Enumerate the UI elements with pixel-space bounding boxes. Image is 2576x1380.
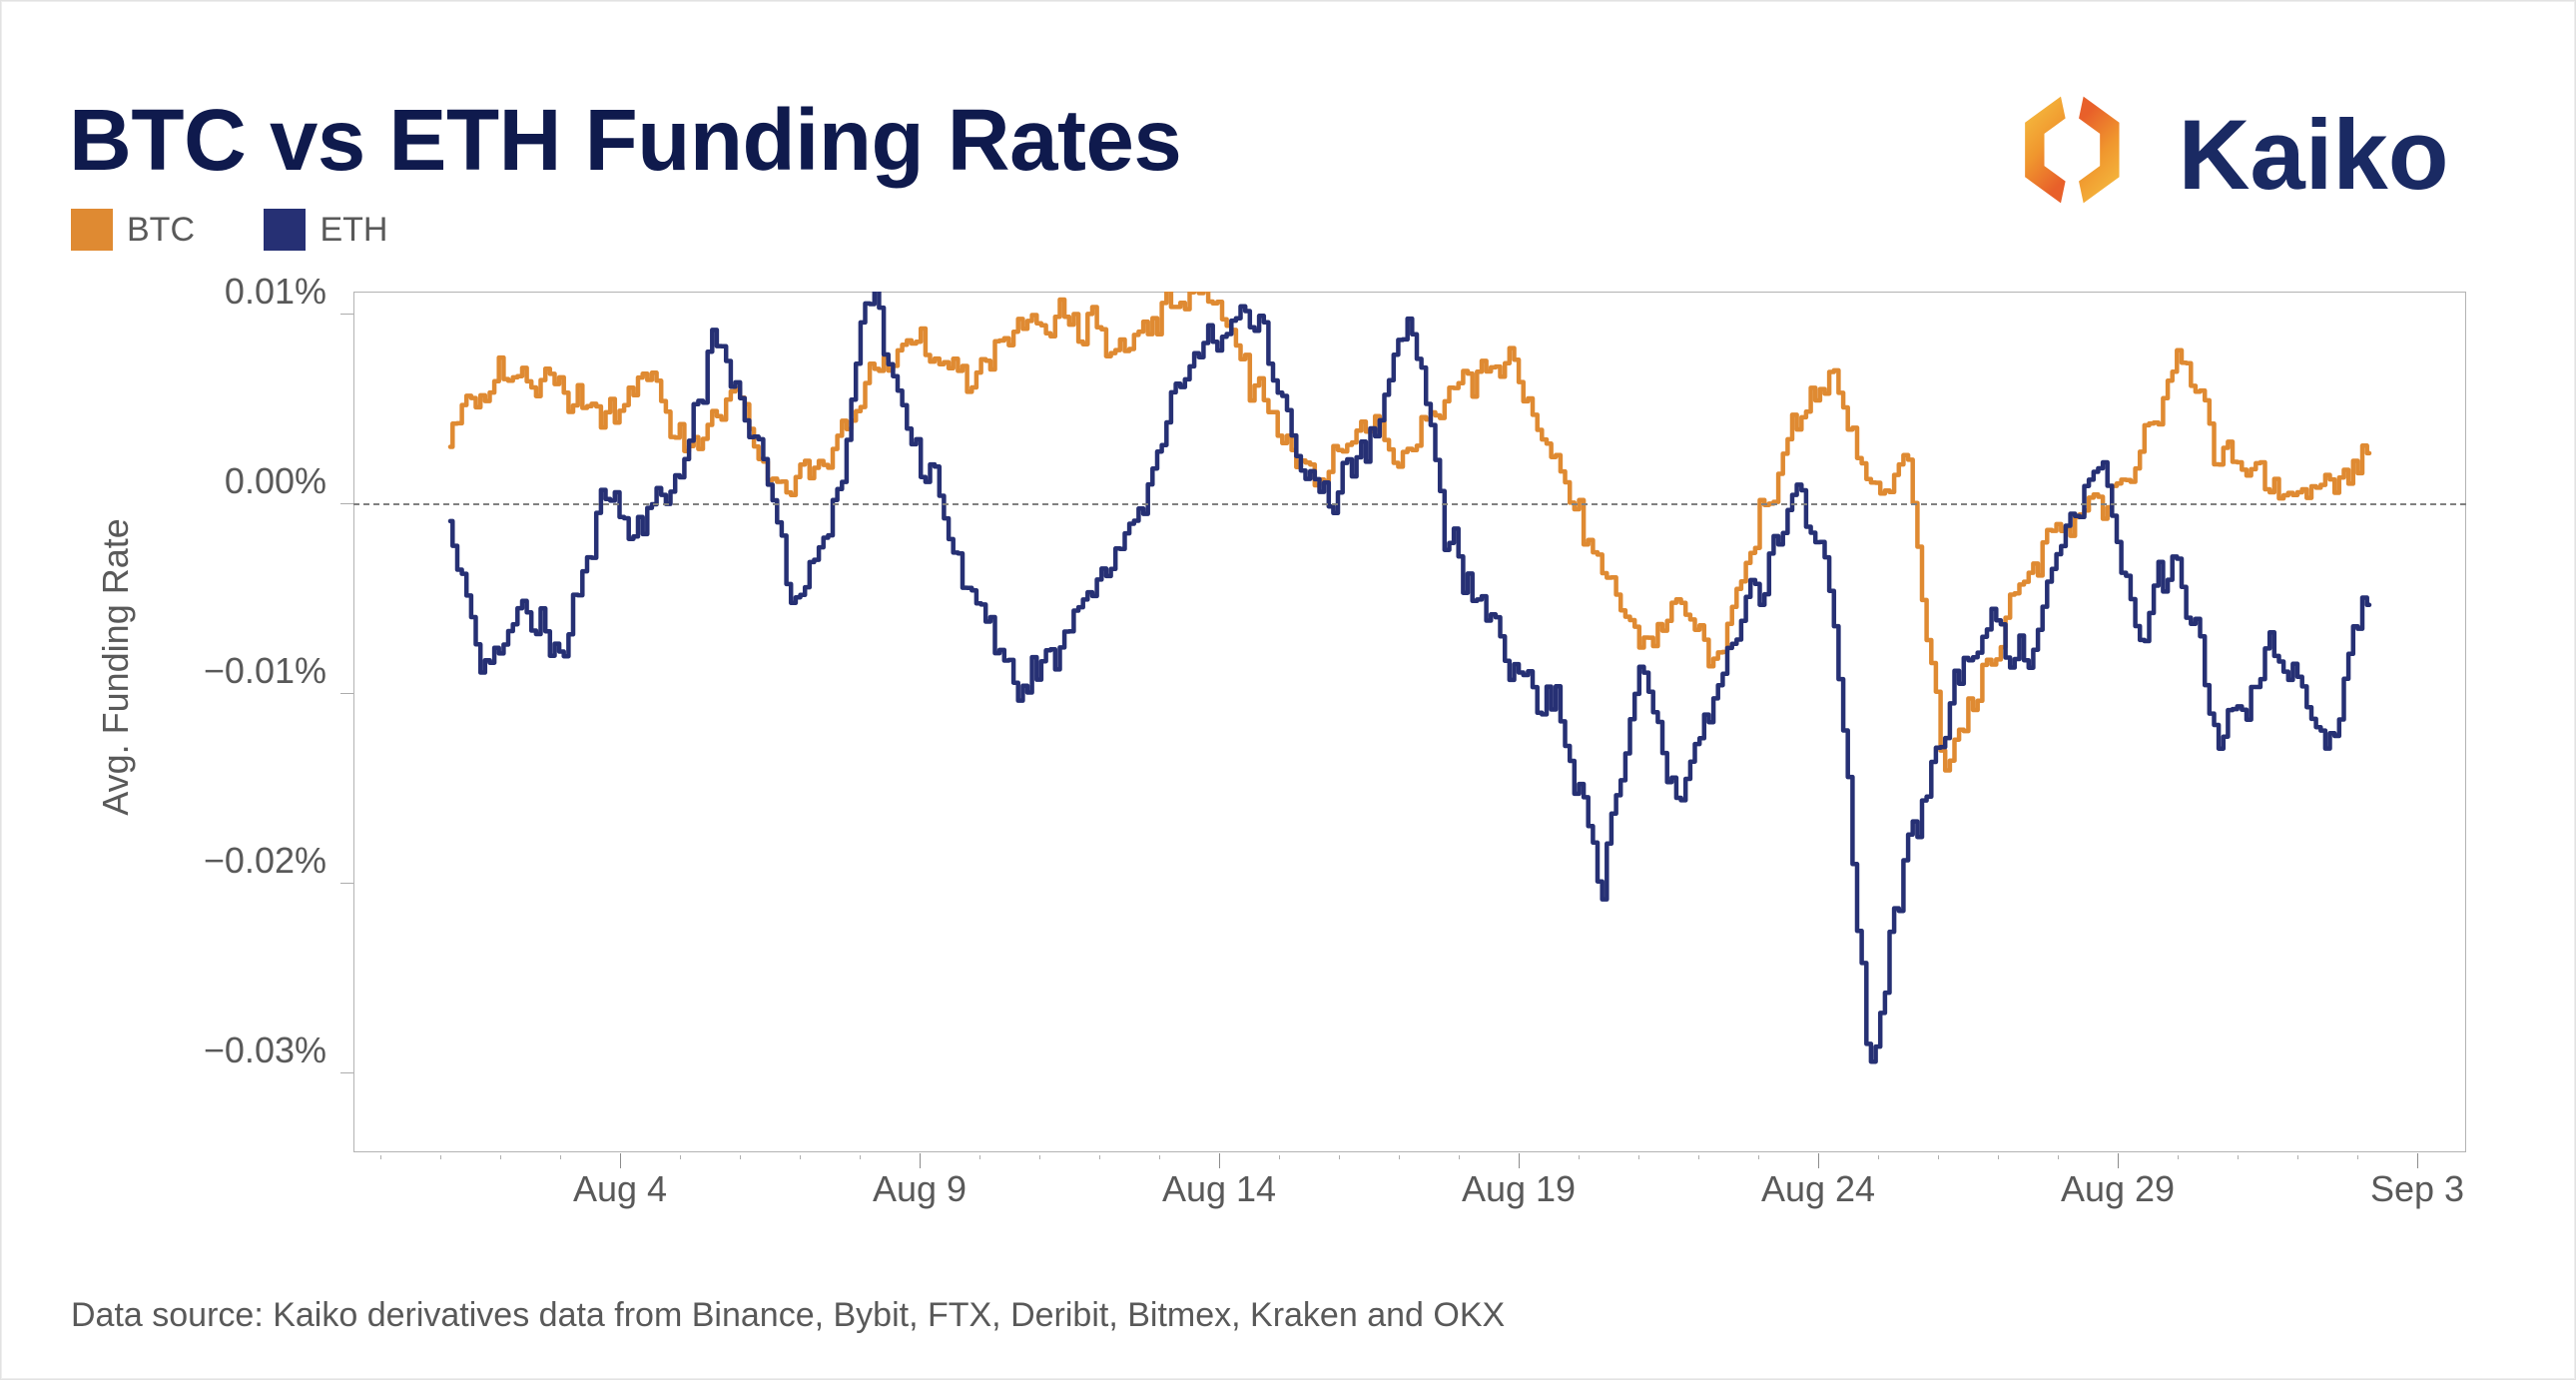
svg-text:Kaiko: Kaiko [2179, 100, 2449, 211]
